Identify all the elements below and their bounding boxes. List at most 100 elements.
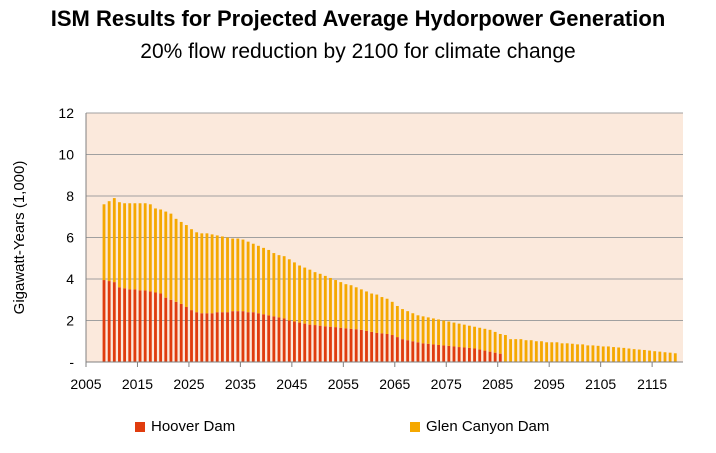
bar-hoover <box>293 321 296 362</box>
bar-glen-canyon <box>468 325 471 348</box>
legend-item-glen-canyon: Glen Canyon Dam <box>410 418 549 435</box>
bar-glen-canyon <box>529 340 533 362</box>
bar-glen-canyon <box>154 208 157 293</box>
bar-glen-canyon <box>560 343 564 362</box>
bar-hoover <box>457 347 461 362</box>
bar-glen-canyon <box>205 233 209 314</box>
bar-glen-canyon <box>483 328 487 351</box>
bar-hoover <box>359 329 363 362</box>
bar-hoover <box>215 312 219 362</box>
bar-hoover <box>380 333 384 362</box>
bar-glen-canyon <box>200 233 204 314</box>
bar-hoover <box>354 329 358 362</box>
bar-glen-canyon <box>375 294 379 333</box>
bar-glen-canyon <box>246 241 250 313</box>
bar-glen-canyon <box>164 211 168 298</box>
bar-hoover <box>128 289 132 362</box>
bar-hoover <box>205 313 209 362</box>
bar-glen-canyon <box>123 203 127 289</box>
bar-glen-canyon <box>184 225 188 308</box>
bar-glen-canyon <box>118 202 121 288</box>
bar-hoover <box>267 315 271 362</box>
bar-hoover <box>123 288 127 362</box>
bar-glen-canyon <box>179 221 183 304</box>
bar-hoover <box>195 312 199 362</box>
bar-hoover <box>406 340 410 362</box>
bar-glen-canyon <box>550 342 554 362</box>
bar-hoover <box>298 322 301 362</box>
bar-glen-canyon <box>354 287 358 330</box>
bar-glen-canyon <box>370 293 374 332</box>
bar-hoover <box>411 341 415 362</box>
bar-hoover <box>133 289 137 362</box>
legend-label-glen-canyon: Glen Canyon Dam <box>426 418 550 435</box>
bar-hoover <box>468 347 471 362</box>
bar-glen-canyon <box>622 347 626 362</box>
bar-hoover <box>498 353 502 362</box>
bar-hoover <box>416 342 420 362</box>
bar-hoover <box>107 281 111 362</box>
bar-hoover <box>426 343 430 362</box>
bar-glen-canyon <box>210 234 214 314</box>
bar-glen-canyon <box>514 339 518 362</box>
bar-glen-canyon <box>190 229 193 311</box>
bar-glen-canyon <box>143 203 147 291</box>
x-tick-label: 2025 <box>173 376 204 392</box>
bar-hoover <box>375 332 379 362</box>
bar-glen-canyon <box>581 344 585 362</box>
bar-hoover <box>236 311 240 362</box>
legend-swatch-hoover <box>135 421 145 432</box>
x-tick-label: 2045 <box>276 376 307 392</box>
bar-glen-canyon <box>390 301 394 336</box>
bar-hoover <box>442 345 446 362</box>
bar-glen-canyon <box>298 265 301 323</box>
bar-hoover <box>318 325 322 362</box>
bar-glen-canyon <box>267 249 271 316</box>
bar-glen-canyon <box>555 342 559 362</box>
bar-hoover <box>473 348 476 362</box>
bar-hoover <box>241 311 245 362</box>
y-tick-label: 10 <box>58 147 74 163</box>
bar-glen-canyon <box>617 347 621 362</box>
bar-hoover <box>493 352 497 362</box>
bar-hoover <box>303 323 307 362</box>
bar-hoover <box>190 310 193 362</box>
bar-glen-canyon <box>565 343 569 362</box>
bar-hoover <box>349 328 353 362</box>
x-tick-label: 2095 <box>534 376 565 392</box>
bar-hoover <box>323 326 327 362</box>
y-tick-label: 4 <box>66 271 74 287</box>
bar-hoover <box>365 330 368 362</box>
bar-glen-canyon <box>128 203 132 290</box>
bar-glen-canyon <box>174 218 178 302</box>
bar-glen-canyon <box>509 339 513 362</box>
bar-glen-canyon <box>596 345 600 362</box>
legend-label-hoover: Hoover Dam <box>151 418 236 435</box>
y-tick-label: 2 <box>66 313 74 329</box>
legend-swatch-glen-canyon <box>410 421 420 432</box>
x-tick-label: 2015 <box>122 376 153 392</box>
bar-hoover <box>251 312 255 362</box>
bar-hoover <box>287 320 291 362</box>
y-axis-label: Gigawatt-Years (1,000) <box>11 161 28 315</box>
bar-glen-canyon <box>395 305 399 338</box>
bar-glen-canyon <box>416 315 420 343</box>
y-tick-label: 6 <box>66 230 74 246</box>
bar-glen-canyon <box>668 352 672 362</box>
bar-glen-canyon <box>637 349 641 362</box>
bar-glen-canyon <box>220 236 224 313</box>
bar-glen-canyon <box>287 259 291 321</box>
bar-hoover <box>488 351 492 362</box>
bar-hoover <box>179 303 183 362</box>
bar-hoover <box>164 297 168 362</box>
bar-glen-canyon <box>519 339 523 362</box>
x-tick-label: 2005 <box>70 376 101 392</box>
bar-hoover <box>169 299 173 362</box>
bar-hoover <box>272 316 276 362</box>
bar-glen-canyon <box>663 352 667 362</box>
bar-glen-canyon <box>632 349 636 362</box>
bar-glen-canyon <box>648 350 651 362</box>
bar-hoover <box>184 307 188 362</box>
bar-glen-canyon <box>231 238 235 312</box>
